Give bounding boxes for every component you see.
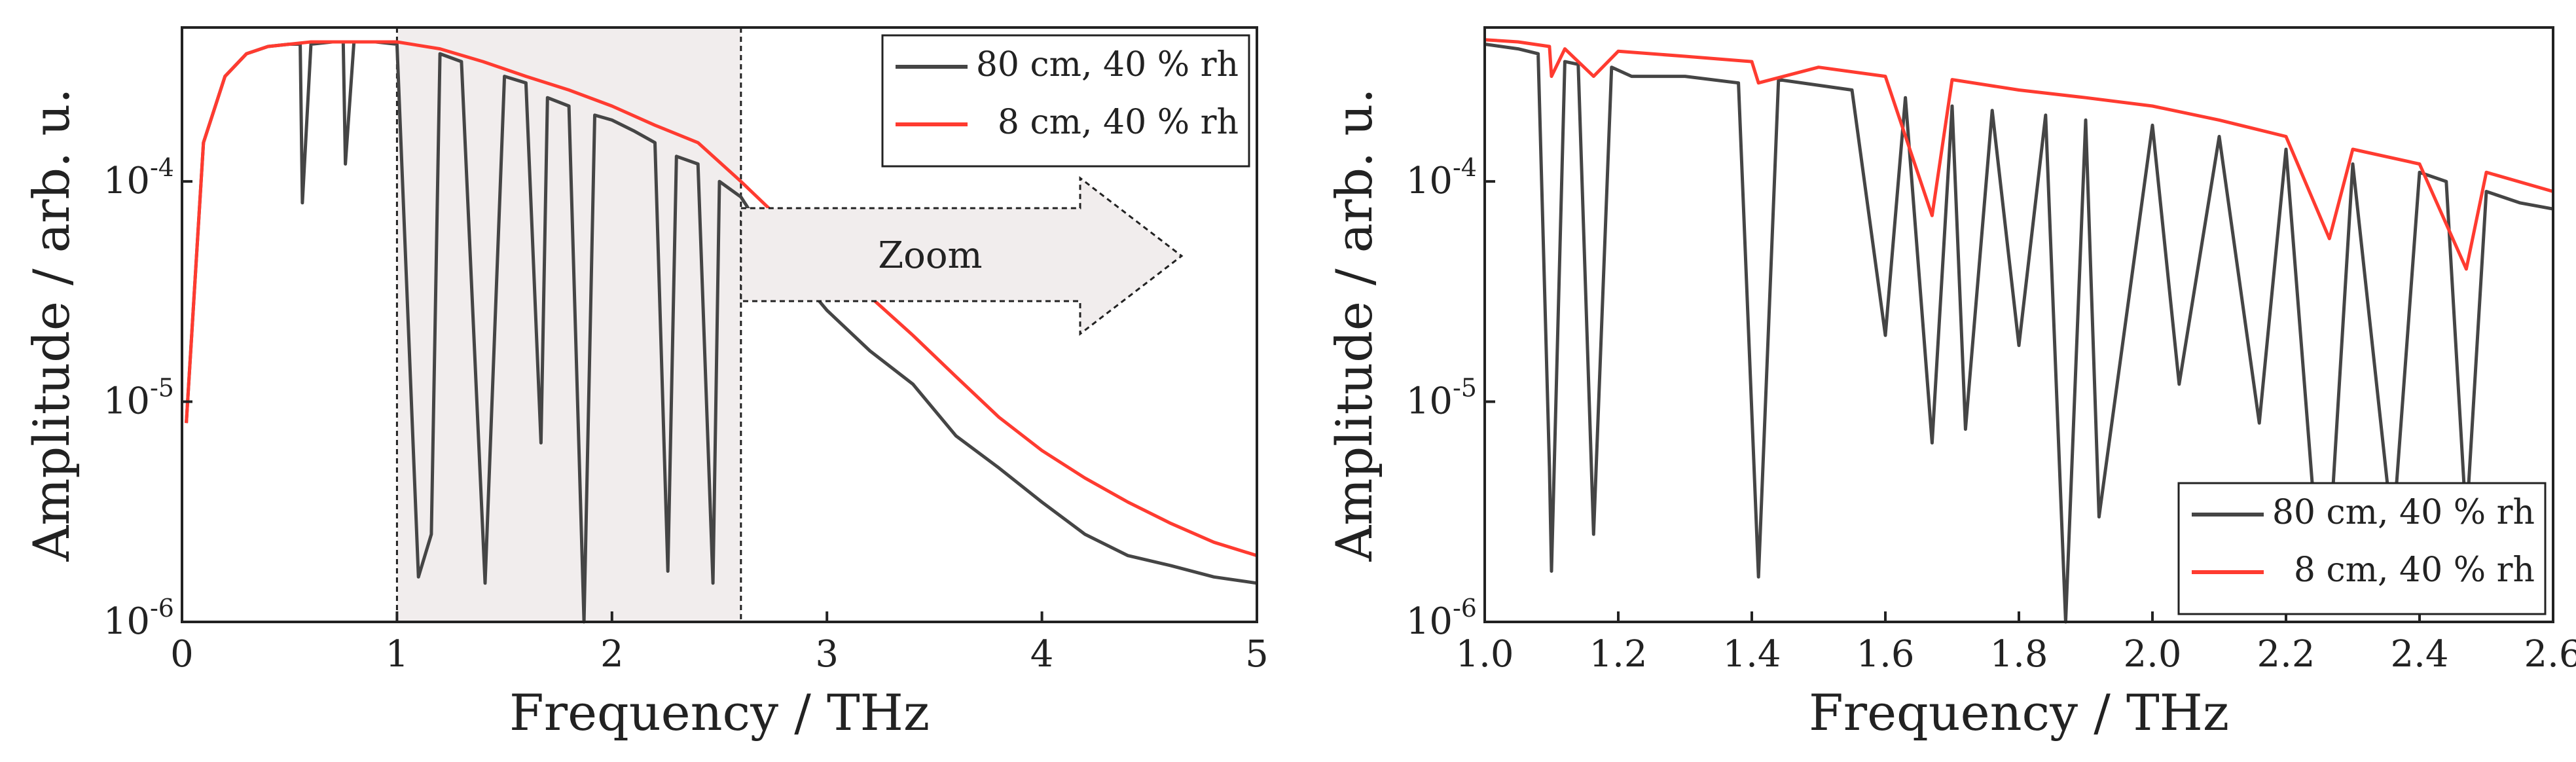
zoom-arrow-icon (740, 175, 1184, 336)
right-panel: 1.0 1.2 1.4 1.6 1.8 2.0 2.2 2.4 2.610-610-510-4 … (1325, 26, 2576, 742)
left-plot-frame (181, 26, 1258, 623)
x-tick-label: 2.6 (2524, 633, 2576, 676)
x-tick-label: 1.8 (1989, 633, 2048, 676)
right-series-group (1484, 38, 2554, 624)
y-tick-label: 10-5 (1406, 374, 1477, 423)
x-tick-label: 5 (1245, 633, 1269, 676)
series-line-dark (1484, 43, 2554, 624)
x-tick-label: 1 (386, 633, 409, 676)
x-tick-label: 1.0 (1455, 633, 1514, 676)
legend-label: 80 cm, 40 % rh (2272, 493, 2535, 532)
legend-label: 8 cm, 40 % rh (2294, 551, 2535, 590)
x-tick-label: 1.4 (1722, 633, 1781, 676)
y-tick-label: 10-5 (103, 374, 174, 423)
legend-box (2177, 482, 2547, 615)
y-tick-label: 10-4 (1406, 153, 1477, 202)
y-tick-label: 10-4 (103, 153, 174, 202)
right-y-axis-label: Amplitude / arb. u. (1325, 88, 1383, 562)
left-grid (395, 27, 742, 622)
left-legend: 80 cm, 40 % rh 8 cm, 40 % rh (881, 34, 1250, 168)
x-tick-label: 2.0 (2123, 633, 2181, 676)
x-tick-label: 2 (600, 633, 624, 676)
y-tick-label: 10-6 (103, 594, 174, 643)
legend-label: 8 cm, 40 % rh (998, 103, 1239, 142)
x-tick-label: 3 (815, 633, 839, 676)
right-ticks: 1.0 1.2 1.4 1.6 1.8 2.0 2.2 2.4 2.6 10-6 10-5 10-4 (1406, 153, 2576, 676)
x-tick-label: 0 (170, 633, 194, 676)
legend-box (881, 34, 1250, 168)
x-tick-label: 2.4 (2390, 633, 2448, 676)
x-tick-label: 1.6 (1856, 633, 1914, 676)
zoom-label: Zoom (878, 234, 982, 277)
y-tick-label: 10-6 (1406, 594, 1477, 643)
left-panel: 0 1 2 3 4 5 10-6 10-5 10-4 Zoom 80 cm, 40 % rh 8 … (22, 26, 1269, 742)
x-tick-label: 1.2 (1589, 633, 1647, 676)
x-tick-label: 2.2 (2257, 633, 2315, 676)
series-line-red (185, 40, 1258, 558)
series-line-red (1484, 38, 2554, 271)
left-series-group (185, 40, 1258, 624)
left-ticks: 0 1 2 3 4 5 10-6 10-5 10-4 (103, 153, 1269, 676)
right-legend: 80 cm, 40 % rh 8 cm, 40 % rh (2177, 482, 2547, 615)
zoom-annotation: Zoom (740, 175, 1184, 336)
series-line-dark (185, 40, 1258, 624)
left-x-axis-label: Frequency / THz (509, 683, 930, 742)
x-tick-label: 4 (1030, 633, 1054, 676)
right-x-axis-label: Frequency / THz (1809, 683, 2229, 742)
legend-label: 80 cm, 40 % rh (976, 45, 1239, 84)
left-y-axis-label: Amplitude / arb. u. (22, 88, 81, 562)
